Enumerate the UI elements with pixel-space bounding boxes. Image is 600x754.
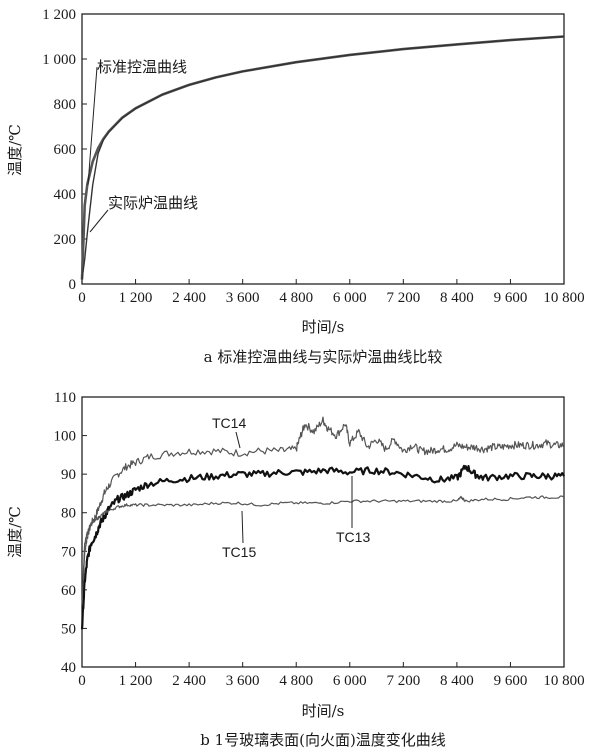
chart-b-label-tc15: TC15 — [222, 544, 256, 560]
chart-b-xtick-label: 0 — [78, 673, 86, 689]
chart-b-series-tc13 — [80, 464, 565, 630]
chart-b-xtick-label: 4 800 — [279, 673, 313, 689]
chart-a-xtick-label: 2 400 — [172, 290, 206, 306]
chart-b-label-tc13: TC13 — [336, 529, 370, 545]
chart-a-xlabel: 时间/s — [302, 318, 345, 336]
chart-b-xtick-label: 1 200 — [119, 673, 153, 689]
chart-a-caption: a 标准控温曲线与实际炉温曲线比较 — [204, 348, 443, 366]
chart-b-xtick-label: 7 200 — [386, 673, 420, 689]
chart-a-ytick-label: 1 000 — [42, 52, 76, 68]
chart-b-ytick-label: 50 — [61, 621, 76, 637]
chart-b-xtick-label: 9 600 — [494, 673, 528, 689]
chart-a-xtick-label: 8 400 — [440, 290, 474, 306]
chart-b-ytick-label: 100 — [54, 429, 77, 445]
chart-a-xtick-label: 6 000 — [333, 290, 367, 306]
chart-b-xtick-label: 8 400 — [440, 673, 474, 689]
chart-a-annotation-actual: 实际炉温曲线 — [108, 194, 198, 212]
chart-b-xtick-label: 2 400 — [172, 673, 206, 689]
chart-b-label-tc14: TC14 — [212, 415, 246, 431]
chart-a-xtick-label: 4 800 — [279, 290, 313, 306]
chart-a-ticks: 0 1 200 2 400 3 600 4 800 6 000 7 200 8 400 9 60… — [42, 7, 584, 306]
chart-b-ticks: 0 1 200 2 400 3 600 4 800 6 000 7 200 8 400 9 60… — [54, 390, 585, 689]
chart-a-annotation-standard: 标准控温曲线 — [97, 58, 187, 76]
chart-b-label-tc14-leader — [235, 431, 241, 449]
chart-a-ytick-label: 200 — [54, 232, 77, 248]
chart-a-ytick-label: 400 — [54, 187, 77, 203]
chart-b-label-tc15-leader — [241, 510, 244, 544]
chart-b-series-tc15 — [81, 495, 565, 605]
chart-b-ytick-label: 40 — [61, 660, 76, 676]
chart-a-ytick-label: 600 — [54, 142, 77, 158]
chart-a-xtick-label: 0 — [78, 290, 86, 306]
chart-a-xtick-label: 7 200 — [386, 290, 420, 306]
chart-a-series — [80, 35, 565, 280]
chart-a-annotation-actual-leader — [89, 209, 109, 233]
chart-a-xtick-label: 10 800 — [543, 290, 584, 306]
chart-a-xtick-label: 1 200 — [119, 290, 153, 306]
chart-a-annotation-standard-leader — [87, 66, 98, 186]
chart-b: 0 1 200 2 400 3 600 4 800 6 000 7 200 8 400 9 60… — [6, 390, 585, 749]
chart-a-ytick-label: 1 200 — [42, 7, 76, 23]
chart-b-xtick-label: 3 600 — [226, 673, 260, 689]
chart-a-xtick-label: 3 600 — [226, 290, 260, 306]
chart-b-ylabel: 温度/℃ — [6, 506, 24, 558]
chart-b-xlabel: 时间/s — [302, 702, 345, 720]
chart-b-ytick-label: 90 — [61, 467, 76, 483]
chart-b-ytick-label: 110 — [54, 390, 76, 406]
chart-b-series — [80, 416, 565, 630]
chart-b-ytick-label: 70 — [61, 544, 76, 560]
chart-b-caption: b 1号玻璃表面(向火面)温度变化曲线 — [200, 731, 446, 749]
chart-a-xtick-label: 9 600 — [494, 290, 528, 306]
chart-a-plot-frame — [81, 13, 565, 285]
chart-b-ytick-label: 80 — [61, 506, 76, 522]
chart-a-ylabel: 温度/℃ — [6, 124, 24, 176]
chart-a-series-实际炉温曲线 — [81, 35, 565, 280]
chart-b-ytick-label: 60 — [61, 583, 76, 599]
chart-b-xtick-label: 6 000 — [333, 673, 367, 689]
chart-a-ytick-label: 0 — [69, 277, 77, 293]
chart-a-ytick-label: 800 — [54, 97, 77, 113]
chart-a: 0 1 200 2 400 3 600 4 800 6 000 7 200 8 400 9 60… — [6, 7, 585, 366]
chart-b-series-tc14 — [81, 416, 565, 621]
chart-b-xtick-label: 10 800 — [543, 673, 584, 689]
chart-b-plot-frame — [81, 396, 565, 668]
